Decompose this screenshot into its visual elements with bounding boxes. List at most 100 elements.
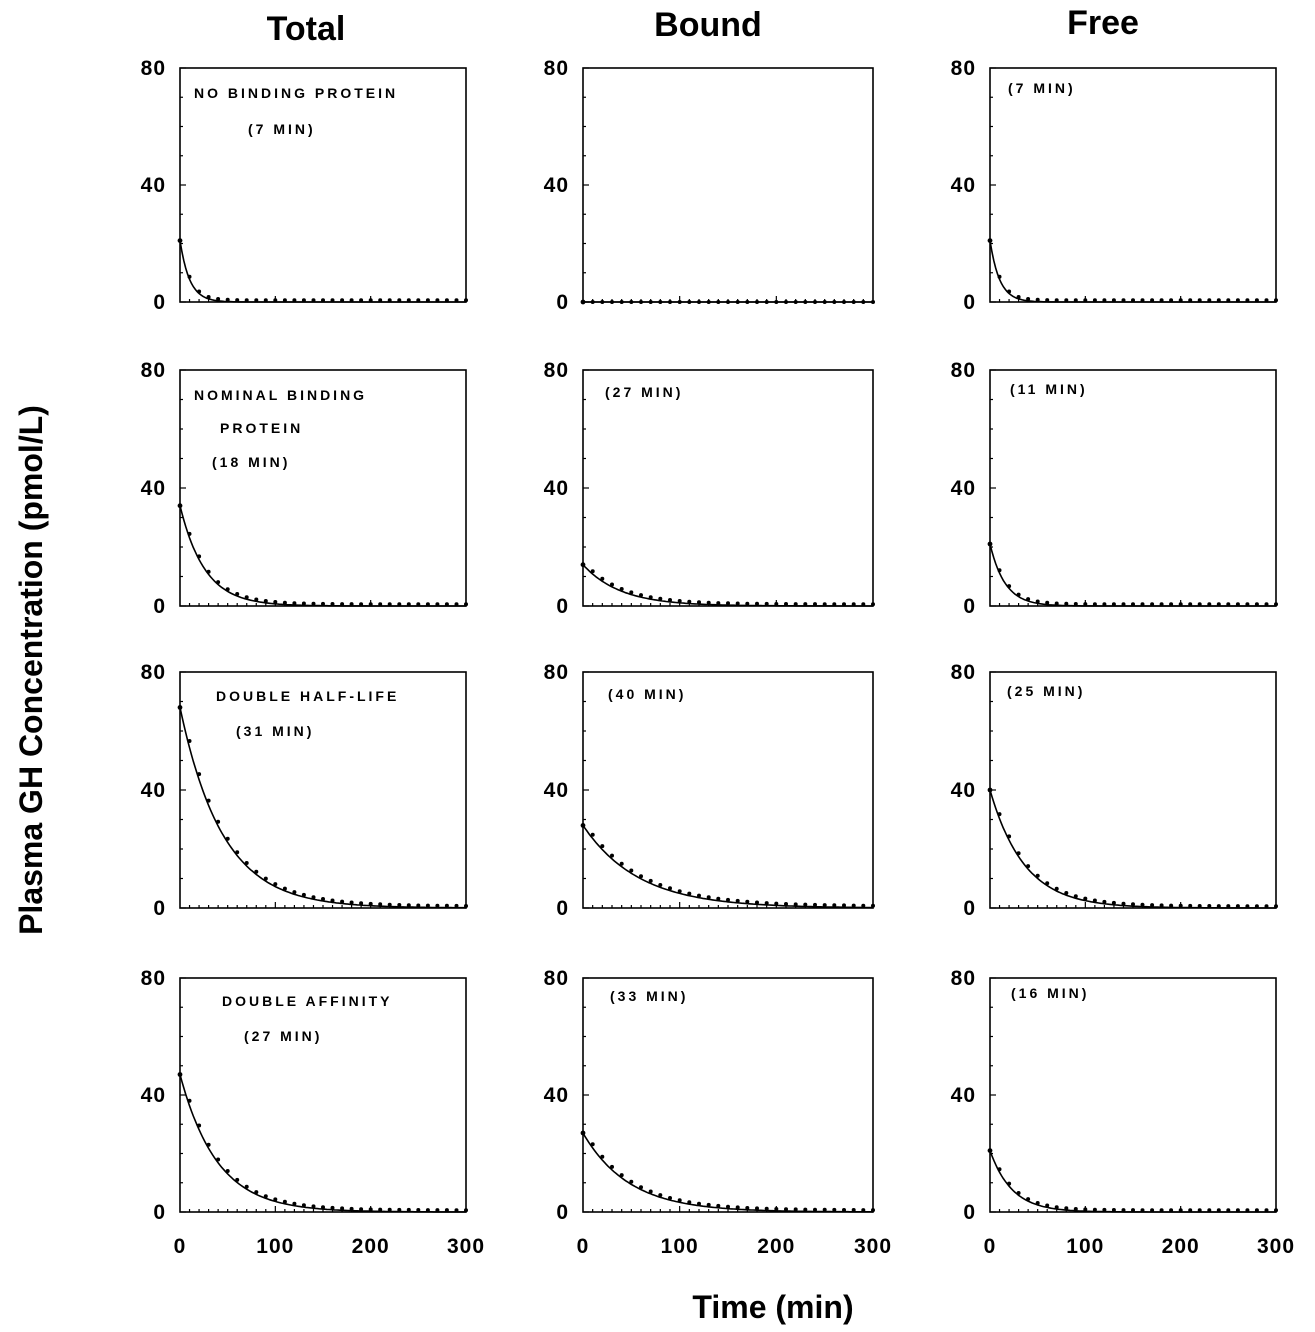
plot-frame [582, 671, 874, 909]
data-point [263, 298, 268, 303]
y-tick-label: 0 [153, 595, 166, 618]
data-point [1054, 298, 1059, 303]
panel-free-row-4: 0 40 80 0 100 200 300 (16 MIN) [951, 967, 1294, 1258]
data-point [444, 602, 449, 607]
data-point [1064, 1206, 1069, 1211]
data-point [387, 1207, 392, 1212]
panel-annotation: NOMINAL BINDING [194, 387, 367, 403]
data-point [387, 902, 392, 907]
data-point [735, 601, 740, 606]
data-point [610, 853, 614, 858]
data-point [1016, 592, 1021, 597]
data-point [716, 896, 721, 901]
data-point [851, 602, 856, 607]
data-point [292, 298, 297, 303]
data-point [1150, 903, 1155, 908]
plot-frame [989, 977, 1277, 1213]
y-tick-label: 80 [544, 661, 569, 684]
data-point [861, 1208, 866, 1213]
data-point [1064, 601, 1069, 606]
data-point [813, 1207, 817, 1212]
data-point [1264, 298, 1269, 303]
data-point [1131, 602, 1135, 607]
data-point [658, 300, 663, 304]
y-tick-label: 0 [556, 897, 569, 920]
data-point [1216, 1208, 1221, 1213]
data-point [842, 300, 846, 304]
y-tick-label: 40 [951, 1084, 976, 1107]
data-point [1274, 904, 1278, 909]
data-point [368, 298, 373, 303]
data-point [206, 295, 211, 299]
fit-curve [582, 564, 873, 607]
data-point [832, 300, 837, 304]
x-tick-label: 0 [577, 1235, 590, 1258]
data-point [1159, 903, 1164, 908]
plot-frame [179, 369, 467, 607]
data-point [600, 300, 605, 304]
data-point [1207, 1208, 1212, 1213]
data-point [658, 1193, 663, 1198]
fit-curve [179, 505, 466, 607]
plot-frame [179, 671, 467, 909]
data-point [349, 1206, 354, 1211]
data-point [997, 812, 1002, 817]
data-point [349, 900, 354, 905]
data-point [1235, 602, 1240, 607]
data-point [1035, 1201, 1040, 1205]
data-point [1140, 1208, 1145, 1213]
data-point [1207, 904, 1212, 908]
data-point [225, 297, 230, 302]
panel-annotation: (16 MIN) [1011, 985, 1089, 1001]
data-point [187, 274, 192, 279]
data-point [464, 904, 468, 908]
data-point [755, 1206, 759, 1211]
data-point [755, 601, 759, 606]
panel-bound-row-1: 0 40 80 [544, 57, 875, 314]
panel-total-row-1: 0 40 80 NO BINDING PROTEIN (7 MIN) [141, 57, 468, 314]
data-point [206, 798, 211, 803]
plot-frame [582, 977, 874, 1213]
data-point [359, 1207, 364, 1212]
data-point [1064, 891, 1069, 895]
data-point [301, 298, 306, 303]
data-point [454, 602, 459, 607]
data-point [677, 889, 682, 894]
data-point [803, 300, 808, 304]
data-point [764, 901, 769, 906]
data-point [1111, 298, 1116, 303]
data-point [244, 595, 249, 600]
data-point [1226, 602, 1231, 607]
data-point [580, 299, 586, 305]
data-point [610, 1164, 614, 1169]
y-tick-label: 0 [963, 595, 976, 618]
x-tick-label: 300 [854, 1235, 892, 1258]
y-tick-label: 40 [544, 779, 569, 802]
data-point [590, 1142, 595, 1147]
data-point [197, 772, 202, 777]
y-tick-label: 0 [153, 1201, 166, 1224]
data-point [1007, 584, 1012, 589]
data-point [1026, 864, 1031, 869]
data-point [755, 300, 759, 304]
data-point [1264, 1208, 1269, 1213]
plot-frame [179, 67, 467, 303]
data-point [987, 238, 993, 244]
data-point [444, 903, 449, 908]
data-point [1035, 297, 1040, 302]
data-point [1188, 298, 1193, 303]
data-point [282, 600, 287, 605]
data-point [359, 901, 364, 906]
y-tick-label: 40 [141, 1084, 166, 1107]
x-tick-label: 0 [984, 1235, 997, 1258]
data-point [774, 300, 779, 304]
x-tick-label: 100 [256, 1235, 294, 1258]
data-point [861, 903, 866, 908]
data-point [600, 1154, 605, 1159]
data-point [1083, 602, 1088, 607]
data-point [1064, 298, 1069, 303]
data-point [254, 869, 259, 874]
data-point [687, 891, 692, 896]
y-tick-label: 0 [153, 897, 166, 920]
data-point [340, 1206, 345, 1211]
